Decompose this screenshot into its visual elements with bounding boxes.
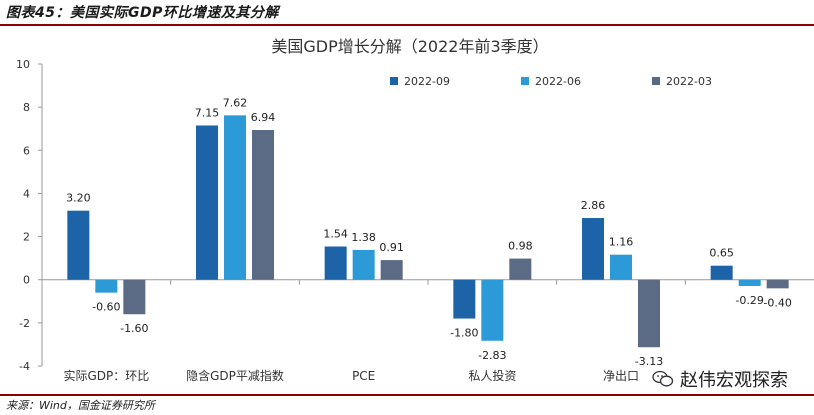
bar	[509, 258, 532, 280]
bar	[95, 279, 118, 293]
bar	[766, 279, 789, 289]
x-tick-label: PCE	[352, 369, 375, 383]
y-tick-label: 10	[16, 58, 30, 71]
watermark-text: 赵伟宏观探索	[680, 370, 788, 391]
bar	[67, 210, 90, 280]
bar	[224, 115, 246, 280]
data-label: -0.60	[92, 301, 120, 314]
source-note: 来源：Wind，国金证券研究所	[6, 399, 155, 412]
data-label: 3.20	[66, 192, 91, 205]
data-label: 1.38	[351, 231, 376, 244]
data-label: -1.60	[120, 322, 148, 335]
wechat-icon	[652, 370, 674, 387]
data-label: 6.94	[251, 111, 276, 124]
data-label: 1.16	[609, 236, 634, 249]
legend-swatch	[390, 77, 398, 85]
y-tick-label: 6	[23, 144, 30, 157]
data-label: 0.98	[508, 240, 533, 253]
x-tick-label: 私人投资	[468, 368, 516, 383]
y-tick-label: 0	[23, 274, 30, 287]
legend-swatch	[652, 77, 660, 85]
bar	[582, 218, 604, 280]
data-label: -2.83	[478, 349, 506, 362]
data-label: 7.15	[195, 106, 220, 119]
data-label: -0.40	[763, 296, 791, 309]
x-tick-label: 净出口	[603, 369, 639, 383]
x-tick-label: 实际GDP：环比	[63, 368, 149, 383]
bottom-rule	[0, 394, 814, 396]
bars	[67, 115, 789, 348]
y-tick-label: -4	[19, 360, 30, 373]
legend-label: 2022-09	[404, 75, 450, 88]
data-label: -1.80	[450, 327, 478, 340]
data-label: 0.91	[379, 241, 404, 254]
bar	[453, 279, 476, 319]
data-label: -3.13	[635, 355, 663, 368]
bar	[738, 279, 761, 286]
data-label: 1.54	[323, 227, 348, 240]
bar	[352, 249, 375, 280]
y-tick-label: 8	[23, 101, 30, 114]
bar	[380, 260, 403, 280]
legend: 2022-09 2022-06 2022-03	[390, 75, 712, 88]
data-label: 0.65	[709, 247, 734, 260]
bar	[710, 265, 733, 280]
bar	[123, 279, 146, 315]
data-labels: 3.20 -0.60-1.60 7.157.626.94 1.54 1.380.91 -1…	[66, 96, 792, 368]
data-label: 7.62	[223, 96, 248, 109]
data-label: -0.29	[735, 294, 763, 307]
y-tick-label: 2	[23, 231, 30, 244]
watermark: 赵伟宏观探索	[648, 366, 792, 392]
figure-title: 图表45：美国实际GDP环比增速及其分解	[6, 5, 279, 21]
legend-swatch	[521, 77, 529, 85]
data-label: 2.86	[581, 199, 606, 212]
y-tick-label: 4	[23, 187, 30, 200]
chart-title: 美国GDP增长分解（2022年前3季度）	[271, 37, 548, 56]
bar	[481, 279, 504, 341]
gdp-decomposition-chart: 美国GDP增长分解（2022年前3季度） 2022-09 2022-06 2022-…	[16, 37, 814, 383]
bar	[196, 125, 218, 280]
legend-label: 2022-06	[535, 75, 581, 88]
legend-label: 2022-03	[666, 75, 712, 88]
x-tick-label: 隐含GDP平减指数	[186, 368, 284, 383]
top-rule	[0, 24, 814, 26]
bar	[252, 130, 274, 280]
y-tick-label: -2	[19, 317, 30, 330]
bar	[324, 246, 347, 280]
bar	[610, 254, 632, 280]
bar	[638, 279, 660, 348]
